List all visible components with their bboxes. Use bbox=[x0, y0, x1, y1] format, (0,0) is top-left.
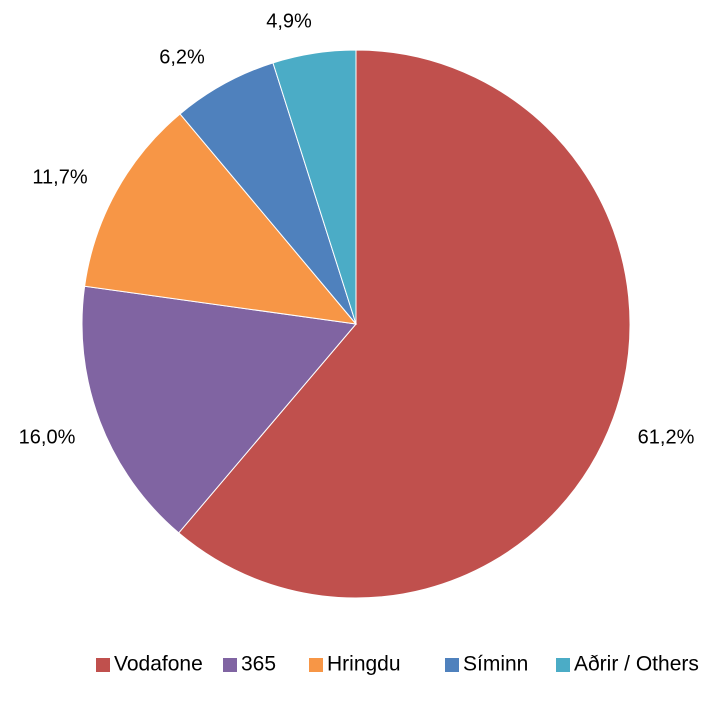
pie-slice-vodafone bbox=[178, 49, 631, 599]
data-label-365: 16,0% bbox=[19, 426, 76, 448]
legend-swatch-365 bbox=[223, 658, 237, 672]
pie-slices bbox=[81, 49, 631, 599]
legend-label-365: 365 bbox=[241, 653, 276, 676]
legend-item-hringdu: Hringdu bbox=[309, 653, 401, 676]
legend-label-siminn: Síminn bbox=[463, 653, 528, 676]
legend-item-siminn: Síminn bbox=[445, 653, 528, 676]
legend-swatch-vodafone bbox=[96, 658, 110, 672]
legend-item-vodafone: Vodafone bbox=[96, 653, 203, 676]
data-label-siminn: 6,2% bbox=[159, 46, 205, 68]
legend-swatch-a-rir-others bbox=[556, 658, 570, 672]
data-label-vodafone: 61,2% bbox=[638, 426, 695, 448]
legend-swatch-hringdu bbox=[309, 658, 323, 672]
legend-label-hringdu: Hringdu bbox=[327, 653, 401, 676]
legend-item-a-rir-others: Aðrir / Others bbox=[556, 653, 699, 676]
pie-slice-a-rir-others bbox=[272, 49, 357, 325]
legend-item-365: 365 bbox=[223, 653, 276, 676]
data-label-hringdu: 11,7% bbox=[32, 166, 87, 188]
slice-labels: 61,2% 16,0% 11,7% 6,2% 4,9% bbox=[19, 10, 695, 448]
pie-slice-hringdu bbox=[84, 113, 358, 325]
pie-slice-365 bbox=[81, 285, 357, 534]
data-label-a-rir-others: 4,9% bbox=[266, 10, 312, 32]
legend-label-a-rir-others: Aðrir / Others bbox=[574, 653, 699, 676]
legend: Vodafone 365 Hringdu Síminn Aðrir / Others bbox=[96, 653, 699, 676]
legend-label-vodafone: Vodafone bbox=[114, 653, 203, 676]
legend-swatch-siminn bbox=[445, 658, 459, 672]
